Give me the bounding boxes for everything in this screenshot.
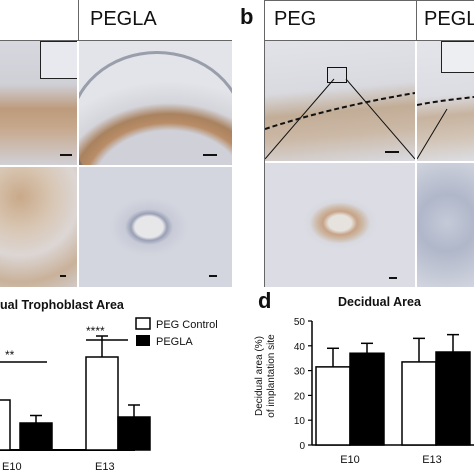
panel-b-frame-top — [264, 0, 474, 1]
panel-b: PEG PEGLA — [264, 0, 474, 287]
panel-b-highmag-right — [417, 163, 474, 287]
chart-d-ylabel-line1: Decidual area (%) — [254, 335, 265, 417]
panel-a-lowmag-right — [79, 41, 232, 165]
panel-b-lowmag-left — [265, 41, 415, 161]
panel-b-frame-left — [264, 0, 265, 287]
zoom-line-right — [345, 78, 415, 160]
x-tick-e10: E10 — [340, 454, 360, 466]
panel-b-lowmag-right — [417, 41, 474, 161]
panel-b-header-left: PEG — [274, 8, 317, 30]
legend-label-peg-control: PEG Control — [156, 319, 218, 331]
chart-d: 0 10 20 30 40 50 E10 E13 — [294, 317, 474, 466]
x-tick-e13: E13 — [95, 461, 115, 473]
significance-e10: ** — [5, 348, 15, 362]
bar-pegla-e10 — [349, 352, 385, 446]
panel-a-row-divider — [0, 165, 232, 167]
panel-a-header-separator — [78, 0, 79, 40]
scale-bar — [60, 275, 66, 277]
panel-b-header-separator — [416, 0, 417, 40]
scale-bar — [209, 275, 217, 277]
panel-a-highmag-right — [79, 167, 232, 287]
chart-c-bars — [0, 335, 151, 451]
zoom-line-left — [265, 78, 335, 160]
bar-peg-control-e10 — [315, 366, 351, 446]
vessel-outline — [79, 51, 232, 165]
scale-bar — [203, 154, 217, 156]
bar-pegla-e13 — [117, 416, 151, 451]
bar-pegla-e10 — [19, 422, 53, 451]
panel-b-header-divider — [264, 40, 474, 41]
y-tick-label: 40 — [294, 342, 306, 353]
scale-bar — [389, 277, 397, 279]
x-tick-e10: E10 — [2, 461, 22, 473]
scale-bar — [60, 154, 72, 156]
bar-peg-control-e13 — [401, 361, 437, 446]
y-tick-label: 10 — [294, 416, 306, 427]
y-tick-label: 20 — [294, 391, 306, 402]
zoom-box — [327, 67, 347, 83]
panel-a-lowmag-left — [0, 41, 77, 165]
panel-a-header-divider — [0, 40, 232, 41]
bar-peg-control-e13 — [85, 356, 119, 451]
chart-d-title: Decidual Area — [338, 295, 421, 309]
bar-pegla-e13 — [435, 351, 471, 446]
panel-a-header-right: PEGLA — [90, 8, 157, 30]
y-tick-label: 30 — [294, 367, 306, 378]
dashed-boundary — [265, 78, 415, 160]
zoom-line — [417, 108, 448, 160]
dashed-boundary — [417, 96, 474, 160]
chart-c: PEG Control PEGLA ** **** E10 E13 — [0, 317, 218, 473]
panel-b-letter: b — [240, 4, 254, 29]
inset-thumbnail — [40, 41, 77, 79]
legend-swatch-pegla — [136, 335, 150, 346]
dashed-boundary-line — [417, 96, 474, 106]
panel-b-header-right: PEGLA — [424, 8, 474, 30]
significance-e13: **** — [86, 324, 105, 338]
y-tick-label: 50 — [294, 317, 306, 328]
panel-a: PEGLA — [0, 0, 232, 287]
panel-a-highmag-left — [0, 167, 77, 287]
legend-swatch-peg-control — [135, 317, 151, 330]
panel-b-highmag-left — [265, 163, 415, 287]
chart-c-title: ual Trophoblast Area — [0, 298, 124, 312]
inset-thumbnail — [441, 41, 474, 73]
chart-d-bars — [315, 333, 471, 446]
dashed-boundary-line — [265, 92, 415, 130]
scale-bar — [385, 151, 399, 153]
x-tick-e13: E13 — [422, 454, 442, 466]
legend-label-pegla: PEGLA — [156, 336, 193, 348]
chart-d-ylabel: Decidual area (%) of implantation site — [254, 316, 278, 436]
chart-d-letter: d — [258, 288, 272, 313]
bar-peg-control-e10-cropped — [0, 399, 11, 451]
chart-d-ylabel-line2: of implantation site — [266, 334, 277, 418]
y-tick-label: 0 — [299, 441, 305, 452]
